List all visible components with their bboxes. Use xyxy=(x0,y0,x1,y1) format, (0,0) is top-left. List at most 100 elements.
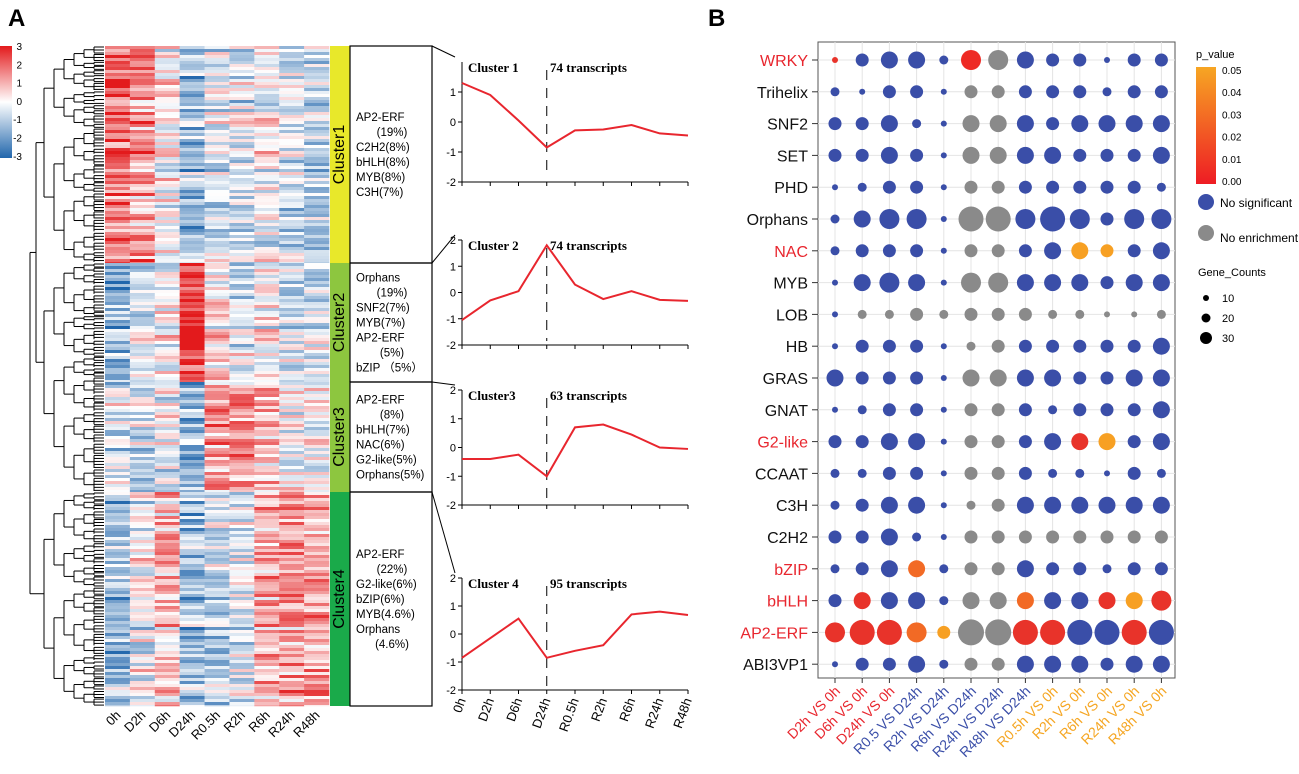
heatmap-cell xyxy=(105,154,131,158)
heatmap-cell xyxy=(279,94,305,98)
heatmap-cell xyxy=(279,433,305,437)
heatmap-cell xyxy=(154,269,180,273)
heatmap-cell xyxy=(129,528,156,532)
heatmap-cell xyxy=(204,196,230,200)
heatmap-cell xyxy=(304,118,330,122)
heatmap-cell xyxy=(229,564,255,568)
heatmap-cell xyxy=(105,181,131,185)
heatmap-cell xyxy=(154,624,180,628)
heatmap-cell xyxy=(179,329,205,333)
heatmap-cell xyxy=(179,247,205,251)
bubble-point xyxy=(1040,619,1066,645)
heatmap-cell xyxy=(179,302,205,306)
heatmap-cell xyxy=(254,241,280,245)
bubble-point xyxy=(880,433,898,451)
heatmap-cell xyxy=(304,70,330,74)
heatmap-cell xyxy=(254,498,280,502)
heatmap-cell xyxy=(304,475,330,479)
heatmap-cell xyxy=(254,675,280,679)
bubble-point xyxy=(1125,655,1143,673)
heatmap-cell xyxy=(179,612,205,616)
connector-line xyxy=(431,381,456,386)
heatmap-cell xyxy=(204,103,230,107)
heatmap-cell xyxy=(229,681,255,685)
heatmap-cell xyxy=(179,311,205,315)
heatmap-cell xyxy=(154,645,180,649)
heatmap-cell xyxy=(279,669,305,673)
heatmap-cell xyxy=(279,693,305,697)
heatmap-cell xyxy=(154,136,180,140)
heatmap-cell xyxy=(254,214,280,218)
heatmap-cell xyxy=(129,208,156,212)
heatmap-cell xyxy=(204,490,230,493)
heatmap-cell xyxy=(105,253,131,257)
bubble-point xyxy=(988,50,1009,70)
bubble-point xyxy=(884,309,894,319)
heatmap-cell xyxy=(254,382,280,386)
heatmap-cell xyxy=(179,127,205,131)
heatmap-cell xyxy=(279,627,305,631)
series-line xyxy=(461,610,689,659)
heatmap-cell xyxy=(179,269,205,273)
bubble-point xyxy=(1044,146,1062,164)
heatmap-cell xyxy=(204,681,230,685)
heatmap-cell xyxy=(304,394,330,398)
heatmap-cell xyxy=(304,678,330,682)
heatmap-cell xyxy=(129,281,156,285)
heatmap-cell xyxy=(129,454,156,458)
heatmap-cell xyxy=(229,451,255,455)
bubble-point xyxy=(880,115,898,133)
heatmap-cell xyxy=(229,481,255,485)
heatmap-cell xyxy=(129,163,156,167)
heatmap-cell xyxy=(254,660,280,664)
heatmap-cell xyxy=(129,335,156,339)
heatmap-cell xyxy=(204,269,230,273)
heatmap-cell xyxy=(154,666,180,670)
heatmap-cell xyxy=(154,211,180,215)
heatmap-cell xyxy=(254,169,280,173)
bubble-point xyxy=(857,182,867,192)
heatmap-cell xyxy=(154,64,180,68)
heatmap-cell xyxy=(204,262,230,264)
heatmap-cell xyxy=(105,537,131,541)
bubble-point xyxy=(1071,655,1089,673)
heatmap-cell xyxy=(129,442,156,446)
heatmap-cell xyxy=(304,103,330,107)
heatmap-cell xyxy=(129,681,156,685)
heatmap-cell xyxy=(129,388,156,392)
heatmap-cell xyxy=(254,555,280,559)
heatmap-cell xyxy=(204,88,230,92)
heatmap-cell xyxy=(129,403,156,407)
heatmap-cell xyxy=(179,371,205,375)
heatmap-cell xyxy=(179,546,205,550)
heatmap-cell xyxy=(154,492,180,496)
heatmap-cell xyxy=(179,460,205,464)
heatmap-cell xyxy=(279,522,305,526)
heatmap-cell xyxy=(229,211,255,215)
heatmap-cell xyxy=(179,525,205,529)
heatmap-cell xyxy=(154,196,180,200)
heatmap-cell xyxy=(254,618,280,622)
cluster-family-text: bHLH(8%) xyxy=(356,157,410,169)
heatmap-cell xyxy=(129,64,156,68)
heatmap-cell xyxy=(179,576,205,580)
bubble-point xyxy=(910,307,924,321)
line-chart-x-label: R2h xyxy=(588,696,610,724)
heatmap-cell xyxy=(279,537,305,541)
heatmap-cell xyxy=(229,702,255,706)
bubble-point xyxy=(1125,274,1143,292)
heatmap-cell xyxy=(129,495,156,499)
heatmap-cell xyxy=(105,220,131,224)
bubble-point xyxy=(1127,530,1141,544)
heatmap-cell xyxy=(254,531,280,535)
heatmap-cell xyxy=(105,88,131,92)
heatmap-cell xyxy=(105,600,131,604)
heatmap-cell xyxy=(279,702,305,706)
heatmap-cell xyxy=(154,226,180,230)
heatmap-cell xyxy=(279,226,305,230)
bubble-point xyxy=(940,534,947,540)
heatmap-cell xyxy=(304,58,330,62)
heatmap-cell xyxy=(129,549,156,553)
heatmap-cell xyxy=(254,385,280,389)
heatmap-cell xyxy=(105,394,131,398)
